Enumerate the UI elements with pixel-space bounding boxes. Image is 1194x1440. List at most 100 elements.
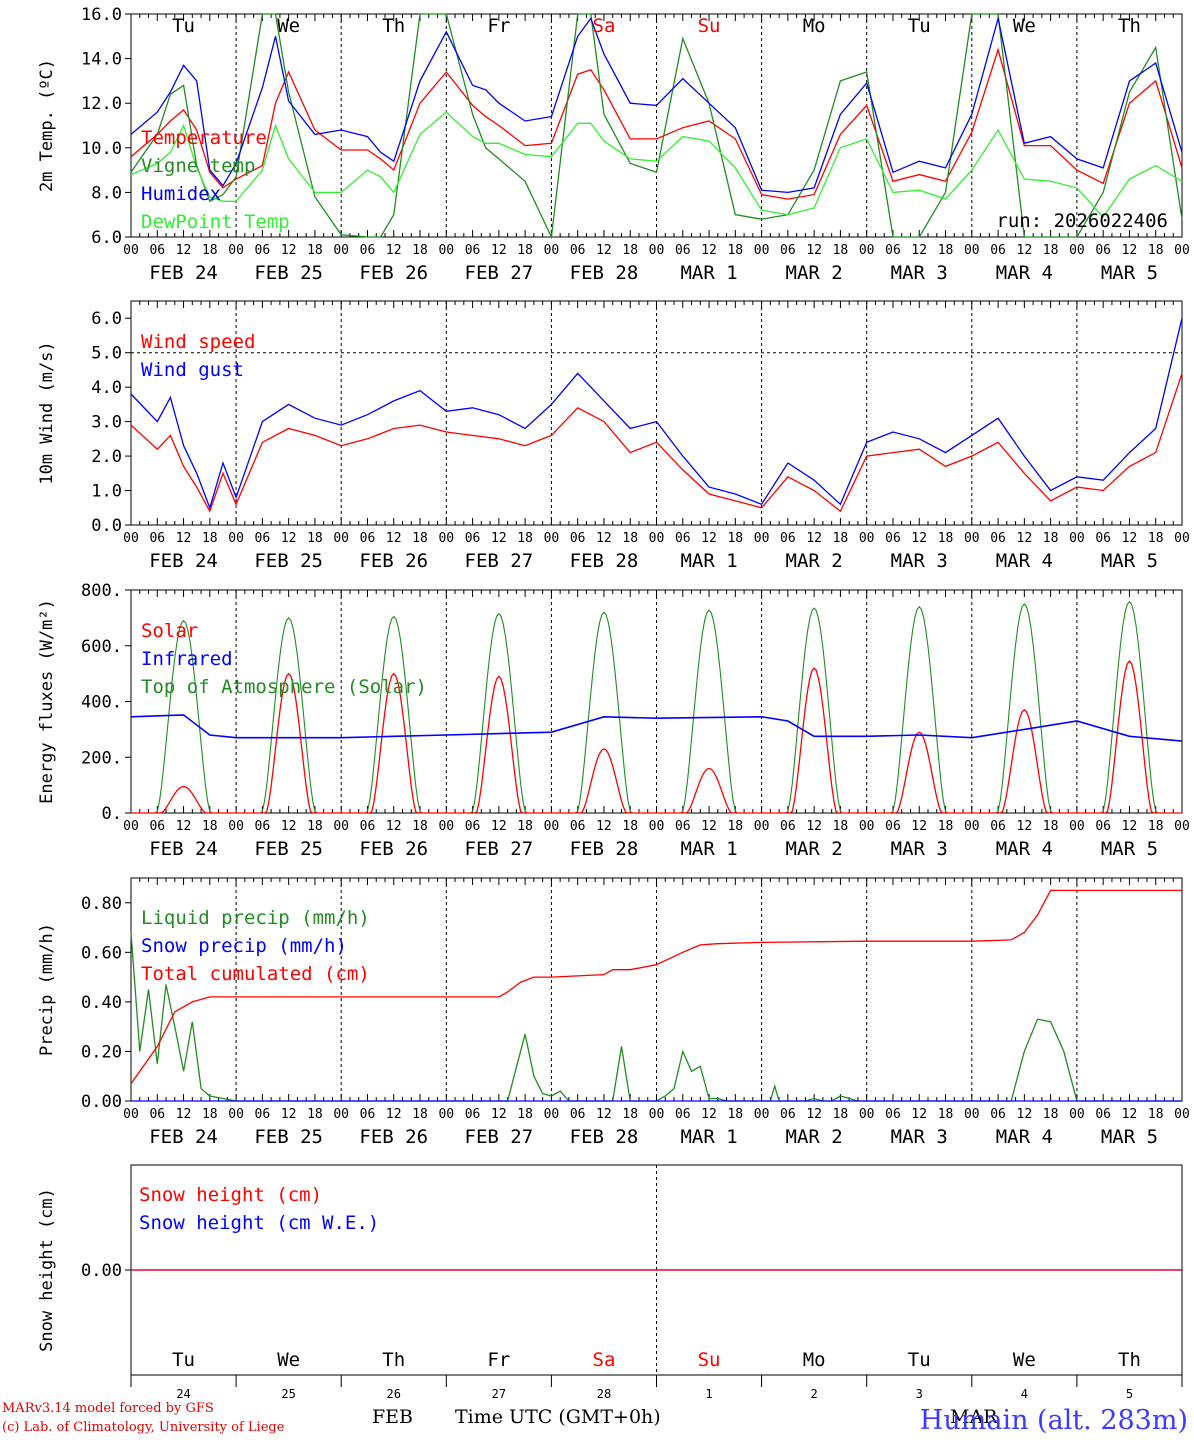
station-name: Humain (alt. 283m) <box>919 1405 1188 1436</box>
weekday-label: Tu <box>908 15 931 37</box>
date-label: FEB 24 <box>149 1126 218 1148</box>
date-label: MAR 2 <box>786 838 843 860</box>
hour-tick-label: 00 <box>649 1107 665 1122</box>
hour-tick-label: 18 <box>412 531 428 546</box>
hour-tick-label: 12 <box>1017 1107 1033 1122</box>
hour-tick-label: 12 <box>911 243 927 258</box>
weekday-label: Tu <box>172 15 195 37</box>
y-tick-label: 0.40 <box>81 993 122 1013</box>
day-number-label: 2 <box>811 1387 818 1401</box>
hour-tick-label: 18 <box>622 819 638 834</box>
legend-label: Vigne temp <box>141 155 255 177</box>
day-number-label: 1 <box>705 1387 712 1401</box>
hour-tick-label: 00 <box>1174 819 1190 834</box>
hour-tick-label: 12 <box>1017 243 1033 258</box>
hour-tick-label: 06 <box>885 531 901 546</box>
hour-tick-label: 06 <box>360 243 376 258</box>
hour-tick-label: 00 <box>544 819 560 834</box>
hour-tick-label: 18 <box>727 243 743 258</box>
hour-tick-label: 00 <box>333 1107 349 1122</box>
hour-tick-label: 18 <box>1043 243 1059 258</box>
date-label: MAR 3 <box>891 262 948 284</box>
y-tick-label: 200. <box>81 748 122 768</box>
y-tick-label: 14.0 <box>81 50 122 70</box>
hour-tick-label: 06 <box>990 1107 1006 1122</box>
hour-tick-label: 18 <box>202 243 218 258</box>
temperature-panel: 00 06 12 18 00 06 12 18 00 06 12 18 00 06 12 18 00 06 12 18… <box>37 5 1190 284</box>
weekday-label: Mo <box>803 15 826 37</box>
y-tick-label: 0.20 <box>81 1042 122 1062</box>
hour-tick-label: 12 <box>911 531 927 546</box>
hour-tick-label: 12 <box>386 243 402 258</box>
hour-tick-label: 12 <box>911 1107 927 1122</box>
hour-tick-label: 12 <box>281 819 297 834</box>
hour-tick-label: 00 <box>544 531 560 546</box>
date-label: MAR 4 <box>996 262 1053 284</box>
legend-label: Temperature <box>141 127 267 149</box>
y-tick-label: 0.00 <box>81 1092 122 1112</box>
series-wind-gust <box>130 318 1183 510</box>
hour-tick-label: 18 <box>727 1107 743 1122</box>
legend-label: Solar <box>141 620 198 642</box>
hour-tick-label: 18 <box>938 243 954 258</box>
hour-tick-label: 00 <box>754 1107 770 1122</box>
hour-tick-label: 12 <box>491 1107 507 1122</box>
hour-tick-label: 18 <box>938 531 954 546</box>
hour-tick-label: 06 <box>255 531 271 546</box>
weekday-label: Tu <box>908 1349 931 1371</box>
hour-tick-label: 12 <box>281 1107 297 1122</box>
day-number-label: 4 <box>1021 1387 1028 1401</box>
series-wind-speed <box>130 373 1183 513</box>
hour-tick-label: 12 <box>176 1107 192 1122</box>
series-solar <box>131 660 1182 814</box>
hour-tick-label: 12 <box>596 1107 612 1122</box>
date-label: FEB 25 <box>254 262 323 284</box>
hour-tick-label: 12 <box>701 1107 717 1122</box>
date-label: FEB 28 <box>570 1126 639 1148</box>
hour-tick-label: 12 <box>281 531 297 546</box>
weekday-label: We <box>1013 15 1036 37</box>
hour-tick-label: 18 <box>1148 531 1164 546</box>
date-label: MAR 1 <box>680 838 737 860</box>
hour-tick-label: 12 <box>806 819 822 834</box>
hour-tick-label: 18 <box>307 243 323 258</box>
date-label: FEB 24 <box>149 838 218 860</box>
hour-tick-label: 06 <box>465 1107 481 1122</box>
series-humidex <box>130 17 1183 194</box>
hour-tick-label: 12 <box>701 819 717 834</box>
hour-tick-label: 18 <box>833 243 849 258</box>
date-label: MAR 5 <box>1101 1126 1158 1148</box>
y-tick-label: 2.0 <box>91 447 122 467</box>
hour-tick-label: 06 <box>570 819 586 834</box>
date-label: MAR 5 <box>1101 262 1158 284</box>
date-label: MAR 2 <box>786 550 843 572</box>
hour-tick-label: 18 <box>622 1107 638 1122</box>
legend-label: Snow height (cm) <box>139 1184 322 1206</box>
hour-tick-label: 06 <box>149 531 165 546</box>
hour-tick-label: 06 <box>885 819 901 834</box>
hour-tick-label: 18 <box>622 243 638 258</box>
lab-credit: (c) Lab. of Climatology, University of L… <box>2 1420 285 1435</box>
hour-tick-label: 00 <box>228 531 244 546</box>
hour-tick-label: 12 <box>491 531 507 546</box>
weekday-label: Su <box>698 15 721 37</box>
hour-tick-label: 12 <box>1017 819 1033 834</box>
hour-tick-label: 06 <box>1095 531 1111 546</box>
x-axis-title: Time UTC (GMT+0h) <box>455 1406 661 1428</box>
date-label: FEB 28 <box>570 838 639 860</box>
y-tick-label: 0.00 <box>81 1261 122 1281</box>
weekday-label: Tu <box>172 1349 195 1371</box>
date-label: MAR 5 <box>1101 838 1158 860</box>
hour-tick-label: 00 <box>649 819 665 834</box>
legend-label: Snow precip (mm/h) <box>141 935 347 957</box>
hour-tick-label: 12 <box>806 531 822 546</box>
snow-panel: Snow height (cm) 0.00 Snow height (cm) Snow… <box>37 1164 1183 1401</box>
hour-tick-label: 12 <box>386 1107 402 1122</box>
hour-tick-label: 18 <box>622 531 638 546</box>
mar-month-label: MAR <box>950 1406 998 1428</box>
date-label: MAR 4 <box>996 550 1053 572</box>
hour-tick-label: 00 <box>1069 531 1085 546</box>
weekday-label: Fr <box>487 1349 510 1371</box>
hour-tick-label: 06 <box>990 531 1006 546</box>
